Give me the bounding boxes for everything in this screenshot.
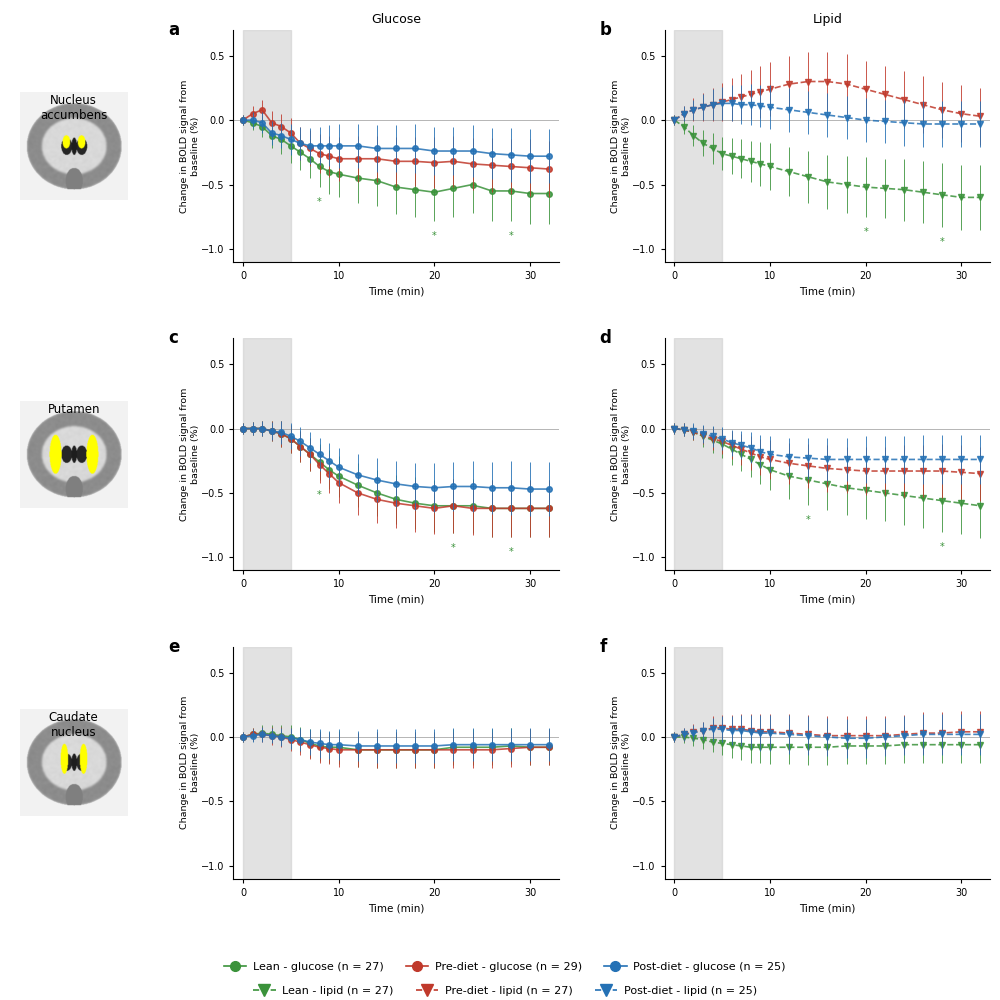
X-axis label: Time (min): Time (min) [368,286,424,296]
X-axis label: Time (min): Time (min) [799,286,856,296]
Text: *: * [451,543,456,553]
Text: *: * [432,231,437,241]
Bar [674,30,722,262]
Text: a: a [168,21,180,39]
Text: Putamen: Putamen [47,403,100,416]
Text: e: e [168,638,180,656]
Text: Caudate
nucleus: Caudate nucleus [49,711,99,739]
Text: *: * [940,542,945,552]
Bar [243,338,291,570]
Title: Glucose: Glucose [371,13,421,26]
Y-axis label: Change in BOLD signal from
baseline (%): Change in BOLD signal from baseline (%) [180,696,200,829]
Y-axis label: Change in BOLD signal from
baseline (%): Change in BOLD signal from baseline (%) [180,388,200,521]
Bar [674,647,722,879]
Bar [243,647,291,879]
Text: *: * [317,197,322,207]
Text: d: d [600,329,612,347]
X-axis label: Time (min): Time (min) [368,903,424,913]
Bar [243,30,291,262]
Text: *: * [806,515,811,525]
Text: f: f [600,638,607,656]
Legend: Lean - lipid (n = 27), Pre-diet - lipid (n = 27), Post-diet - lipid (n = 25): Lean - lipid (n = 27), Pre-diet - lipid … [249,982,761,1000]
Text: *: * [317,490,322,500]
Text: b: b [600,21,612,39]
Text: Nucleus
accumbens: Nucleus accumbens [40,94,107,122]
Bar [674,338,722,570]
Text: *: * [863,227,868,237]
X-axis label: Time (min): Time (min) [799,903,856,913]
X-axis label: Time (min): Time (min) [368,595,424,605]
Text: *: * [508,231,513,241]
Y-axis label: Change in BOLD signal from
baseline (%): Change in BOLD signal from baseline (%) [611,388,631,521]
X-axis label: Time (min): Time (min) [799,595,856,605]
Text: *: * [940,237,945,247]
Y-axis label: Change in BOLD signal from
baseline (%): Change in BOLD signal from baseline (%) [611,696,631,829]
Title: Lipid: Lipid [812,13,842,26]
Text: c: c [168,329,178,347]
Y-axis label: Change in BOLD signal from
baseline (%): Change in BOLD signal from baseline (%) [611,79,631,213]
Y-axis label: Change in BOLD signal from
baseline (%): Change in BOLD signal from baseline (%) [180,79,200,213]
Text: *: * [508,547,513,557]
